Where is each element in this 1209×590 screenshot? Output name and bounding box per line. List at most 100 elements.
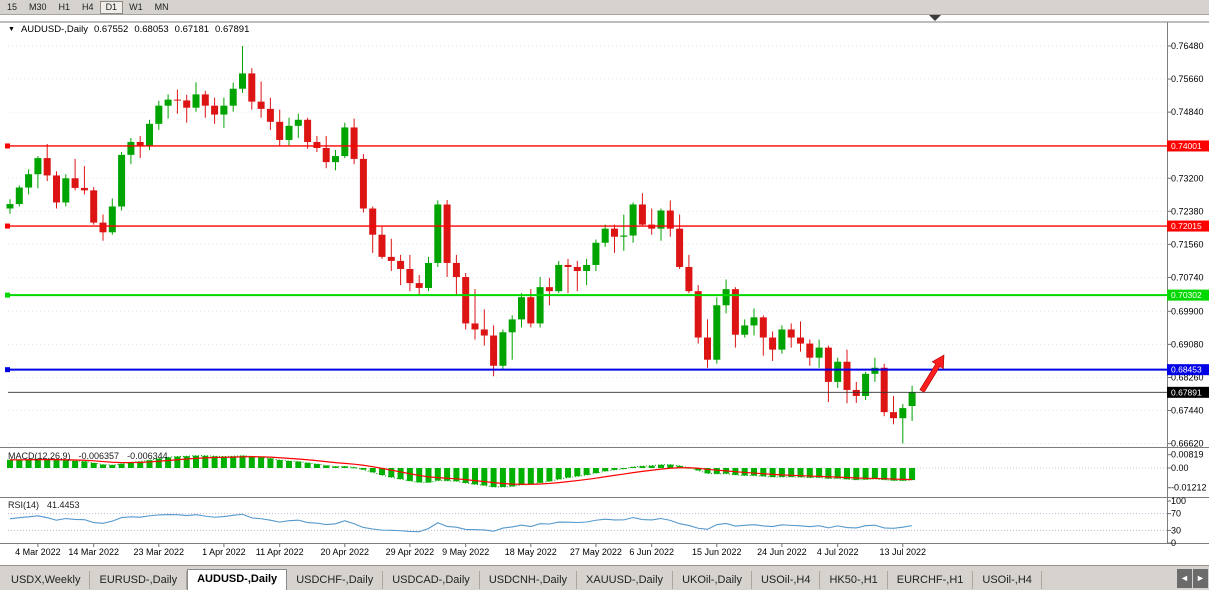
svg-text:0.72015: 0.72015 bbox=[1171, 221, 1202, 231]
svg-text:13 Jul 2022: 13 Jul 2022 bbox=[880, 547, 927, 557]
tab-xauusd-daily[interactable]: XAUUSD-,Daily bbox=[577, 571, 674, 589]
svg-text:11 Apr 2022: 11 Apr 2022 bbox=[256, 547, 304, 557]
macd-name: MACD(12,26,9) bbox=[8, 451, 71, 461]
timeframe-D1[interactable]: D1 bbox=[99, 0, 124, 14]
svg-text:27 May 2022: 27 May 2022 bbox=[570, 547, 622, 557]
rsi-line bbox=[9, 513, 913, 533]
svg-text:0.67891: 0.67891 bbox=[1171, 387, 1202, 397]
svg-text:1 Apr 2022: 1 Apr 2022 bbox=[202, 547, 246, 557]
timeframe-toolbar: 15 M30 H1 H4 D1 W1 MN bbox=[0, 0, 1209, 15]
tab-usdcad-daily[interactable]: USDCAD-,Daily bbox=[383, 571, 480, 589]
tab-usoil-h4[interactable]: USOil-,H4 bbox=[973, 571, 1042, 589]
svg-text:0.00: 0.00 bbox=[1171, 463, 1189, 473]
svg-text:-0.01212: -0.01212 bbox=[1171, 483, 1207, 493]
tab-eurchf-h1[interactable]: EURCHF-,H1 bbox=[888, 571, 974, 589]
rsi-name: RSI(14) bbox=[8, 500, 40, 510]
rsi-panel bbox=[8, 513, 1167, 533]
macd-label: MACD(12,26,9) -0.006357 -0.006344 bbox=[8, 451, 168, 461]
macd-signal-line bbox=[9, 456, 913, 485]
candlesticks bbox=[6, 46, 916, 444]
price-badge-0.72015 bbox=[1167, 220, 1209, 232]
svg-text:0.69080: 0.69080 bbox=[1171, 339, 1204, 349]
macd-main-value: -0.006357 bbox=[78, 451, 120, 461]
svg-text:0.68453: 0.68453 bbox=[1171, 365, 1202, 375]
svg-text:23 Mar 2022: 23 Mar 2022 bbox=[134, 547, 185, 557]
tab-usoil-h4[interactable]: USOil-,H4 bbox=[752, 571, 821, 589]
timeframe-H4[interactable]: H4 bbox=[82, 1, 94, 12]
svg-text:14 Mar 2022: 14 Mar 2022 bbox=[68, 547, 119, 557]
price-grid: 0.76480 0.75660 0.74840 0.73200 0.72380 0.715… bbox=[8, 41, 1204, 449]
chart-symbol: AUDUSD-,Daily bbox=[20, 24, 88, 35]
price-chart[interactable]: 0.76480 0.75660 0.74840 0.73200 0.72380 0.715… bbox=[0, 14, 1209, 565]
price-badge-0.70302 bbox=[1167, 289, 1209, 301]
up-arrow-annotation[interactable] bbox=[919, 354, 945, 393]
symbol-tabbar: USDX,Weekly EURUSD-,Daily AUDUSD-,Daily USD… bbox=[0, 566, 1209, 590]
svg-text:0.73200: 0.73200 bbox=[1171, 173, 1204, 183]
svg-text:4 Mar 2022: 4 Mar 2022 bbox=[15, 547, 61, 557]
tab-scroll-buttons: ◄ ► bbox=[1177, 569, 1208, 588]
svg-text:20 Apr 2022: 20 Apr 2022 bbox=[321, 547, 370, 557]
svg-text:0.74001: 0.74001 bbox=[1171, 141, 1202, 151]
timeframe-H1[interactable]: H1 bbox=[58, 1, 71, 12]
timeframe-MN[interactable]: MN bbox=[154, 1, 169, 12]
svg-text:18 May 2022: 18 May 2022 bbox=[505, 547, 557, 557]
svg-text:0.67440: 0.67440 bbox=[1171, 406, 1204, 416]
svg-text:100: 100 bbox=[1171, 496, 1186, 506]
svg-text:0.66620: 0.66620 bbox=[1171, 439, 1204, 449]
svg-text:0.76480: 0.76480 bbox=[1171, 41, 1204, 51]
svg-text:24 Jun 2022: 24 Jun 2022 bbox=[757, 547, 807, 557]
ohlc-high: 0.68053 bbox=[134, 24, 169, 35]
ohlc-open: 0.67552 bbox=[93, 24, 129, 35]
tabbar: USDX,Weekly EURUSD-,Daily AUDUSD-,Daily USD… bbox=[0, 565, 1209, 590]
hline-0.68453[interactable]: 0.68453 bbox=[5, 364, 1209, 376]
svg-text:29 Apr 2022: 29 Apr 2022 bbox=[386, 547, 435, 557]
timeframe-15[interactable]: 15 bbox=[7, 1, 18, 12]
tab-usdcnh-daily[interactable]: USDCNH-,Daily bbox=[480, 571, 578, 589]
tab-audusd-daily[interactable]: AUDUSD-,Daily bbox=[187, 569, 288, 590]
svg-text:0.70302: 0.70302 bbox=[1171, 290, 1202, 300]
svg-text:6 Jun 2022: 6 Jun 2022 bbox=[629, 547, 674, 557]
ohlc-close: 0.67891 bbox=[215, 24, 250, 35]
svg-text:0.68260: 0.68260 bbox=[1171, 372, 1204, 382]
svg-text:0.74840: 0.74840 bbox=[1171, 107, 1204, 117]
timeframe-W1[interactable]: W1 bbox=[129, 1, 143, 12]
tab-usdx-weekly[interactable]: USDX,Weekly bbox=[2, 571, 91, 589]
svg-text:0.71560: 0.71560 bbox=[1171, 239, 1204, 249]
tab-hk50-h1[interactable]: HK50-,H1 bbox=[820, 571, 888, 589]
svg-text:70: 70 bbox=[1171, 509, 1181, 519]
svg-text:4 Jul 2022: 4 Jul 2022 bbox=[817, 547, 859, 557]
tab-eurusd-daily[interactable]: EURUSD-,Daily bbox=[90, 571, 188, 589]
price-badge-0.74001 bbox=[1167, 140, 1209, 152]
svg-text:0: 0 bbox=[1171, 538, 1176, 548]
hline-0.72015[interactable]: 0.72015 bbox=[5, 220, 1209, 232]
tabs-scroll-right[interactable]: ► bbox=[1193, 569, 1208, 588]
chart-shift-marker bbox=[929, 15, 941, 21]
hline-0.74001[interactable]: 0.74001 bbox=[5, 140, 1209, 152]
ohlc-low: 0.67181 bbox=[174, 24, 210, 35]
svg-text:30: 30 bbox=[1171, 525, 1181, 535]
current-price-line: 0.67891 bbox=[8, 386, 1209, 398]
macd-panel bbox=[7, 455, 1167, 488]
hline-0.70302[interactable]: 0.70302 bbox=[5, 289, 1209, 301]
panel-frames bbox=[0, 21, 1209, 544]
current-price-badge bbox=[1167, 386, 1209, 398]
svg-text:0.70740: 0.70740 bbox=[1171, 272, 1204, 282]
price-badge-0.68453 bbox=[1167, 364, 1209, 376]
macd-signal-value: -0.006344 bbox=[127, 451, 168, 461]
rsi-value: 41.4453 bbox=[47, 500, 80, 510]
svg-text:0.00819: 0.00819 bbox=[1171, 450, 1204, 460]
timeframe-M30[interactable]: M30 bbox=[29, 1, 47, 12]
tabs-scroll-left[interactable]: ◄ bbox=[1177, 569, 1192, 588]
rsi-label: RSI(14) 41.4453 bbox=[8, 500, 80, 510]
svg-text:15 Jun 2022: 15 Jun 2022 bbox=[692, 547, 742, 557]
chart-title: ▼ AUDUSD-,Daily 0.67552 0.68053 0.67181 … bbox=[8, 24, 249, 36]
svg-text:9 May 2022: 9 May 2022 bbox=[442, 547, 489, 557]
chart-menu-icon[interactable]: ▼ bbox=[8, 26, 15, 33]
tab-usdchf-daily[interactable]: USDCHF-,Daily bbox=[287, 571, 384, 589]
svg-text:0.72380: 0.72380 bbox=[1171, 206, 1204, 216]
date-axis: 4 Mar 2022 14 Mar 2022 23 Mar 2022 1 Apr 20… bbox=[15, 543, 927, 557]
svg-text:0.69900: 0.69900 bbox=[1171, 306, 1204, 316]
svg-text:0.75660: 0.75660 bbox=[1171, 74, 1204, 84]
tab-ukoil-daily[interactable]: UKOil-,Daily bbox=[673, 571, 752, 589]
